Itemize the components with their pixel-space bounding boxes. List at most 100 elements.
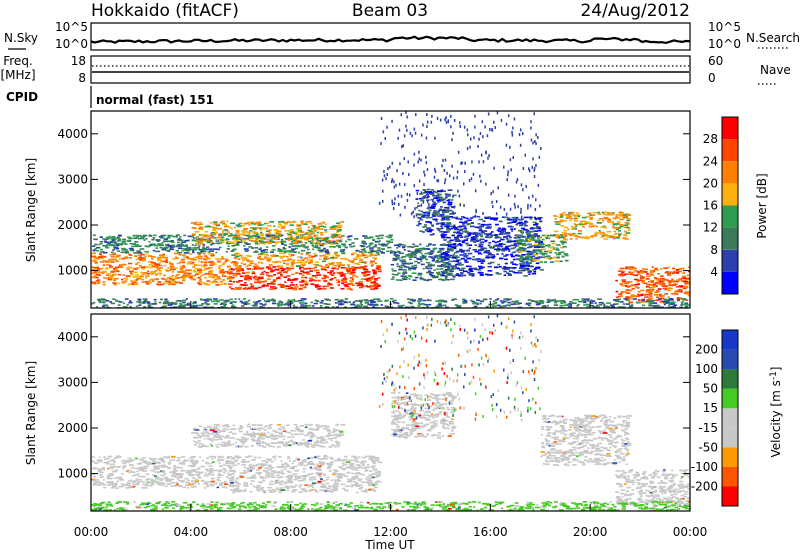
power-cell	[169, 248, 175, 251]
power-cell	[438, 193, 442, 196]
power-cell	[243, 248, 249, 250]
power-cell	[440, 189, 444, 192]
power-cell	[145, 238, 148, 240]
power-cell	[236, 230, 240, 233]
power-cell	[289, 267, 294, 270]
power-cell	[442, 271, 446, 274]
power-cell	[469, 232, 472, 234]
power-cell	[170, 264, 174, 267]
power-cell	[529, 238, 534, 241]
power-cell	[453, 231, 457, 234]
power-cell	[374, 298, 379, 300]
power-cell	[361, 240, 365, 243]
power-cell	[382, 244, 385, 247]
power-cell	[556, 247, 559, 250]
power-cell	[446, 222, 451, 224]
power-cell	[145, 253, 149, 255]
power-cell	[668, 281, 672, 283]
power-cell	[533, 243, 539, 246]
power-cell	[203, 257, 207, 260]
power-cell	[430, 193, 435, 196]
power-cell	[647, 285, 650, 288]
power-cell	[326, 253, 331, 256]
power-cell	[527, 254, 530, 257]
power-cell	[441, 259, 446, 261]
power-cell	[231, 254, 236, 256]
power-cell	[682, 303, 688, 306]
power-cell	[393, 252, 396, 254]
y-tick-label: 1000	[57, 264, 88, 278]
power-cell	[323, 303, 328, 305]
power-cell	[631, 304, 634, 306]
power-cell	[387, 242, 390, 244]
power-cell	[507, 274, 512, 276]
power-cell	[432, 258, 435, 261]
power-cell	[166, 237, 171, 239]
power-cell	[91, 276, 96, 279]
power-cell	[552, 234, 556, 237]
power-cell	[472, 215, 476, 218]
power-cell	[129, 242, 133, 245]
power-cell	[113, 283, 117, 286]
power-speckle	[396, 169, 398, 173]
power-speckle	[444, 209, 446, 213]
power-cell	[620, 291, 624, 293]
power-speckle	[513, 202, 516, 206]
power-cell	[334, 298, 339, 301]
power-cell	[415, 189, 420, 192]
power-cell	[553, 304, 557, 306]
power-cell	[397, 302, 400, 305]
power-cell	[227, 235, 232, 237]
power-cell	[621, 270, 626, 273]
power-cell	[630, 294, 635, 296]
power-cell	[183, 256, 189, 258]
power-cell	[627, 229, 631, 231]
power-cell	[510, 254, 514, 257]
power-cell	[206, 225, 212, 228]
power-cell	[400, 264, 406, 267]
power-cell	[176, 274, 180, 276]
power-cell	[623, 224, 628, 226]
power-cell	[304, 306, 308, 308]
power-cell	[222, 279, 226, 281]
power-cell	[235, 281, 240, 283]
power-cell	[439, 273, 444, 276]
power-cell	[295, 284, 298, 286]
power-cell	[445, 215, 450, 217]
power-cell	[303, 238, 307, 240]
power-cell	[263, 253, 267, 256]
power-cell	[520, 223, 525, 225]
power-speckle	[412, 210, 414, 214]
power-cell	[377, 300, 383, 302]
power-cell	[109, 301, 112, 303]
power-cell	[328, 242, 333, 244]
power-cell	[485, 255, 490, 257]
power-cell	[168, 245, 171, 247]
power-cell	[221, 263, 225, 265]
power-cell	[175, 306, 178, 308]
power-cell	[494, 234, 497, 236]
power-cell	[274, 261, 278, 264]
power-cell	[495, 223, 499, 226]
power-cell	[443, 301, 448, 303]
power-cell	[607, 221, 613, 223]
power-cell	[287, 278, 291, 280]
power-cell	[479, 302, 482, 305]
power-cell	[499, 306, 504, 308]
power-cell	[437, 215, 442, 217]
power-cell	[272, 279, 278, 281]
power-cell	[292, 232, 298, 234]
power-speckle	[418, 157, 420, 161]
power-cell	[148, 255, 152, 257]
power-cell	[312, 248, 315, 251]
power-cell	[139, 248, 145, 250]
power-speckle	[405, 111, 407, 115]
power-cell	[265, 222, 269, 224]
power-cell	[135, 274, 139, 276]
power-cell	[407, 301, 412, 304]
power-cell	[303, 263, 306, 266]
power-cell	[304, 276, 308, 279]
power-cell	[460, 257, 465, 260]
power-cell	[111, 273, 117, 276]
power-cell	[428, 303, 432, 306]
